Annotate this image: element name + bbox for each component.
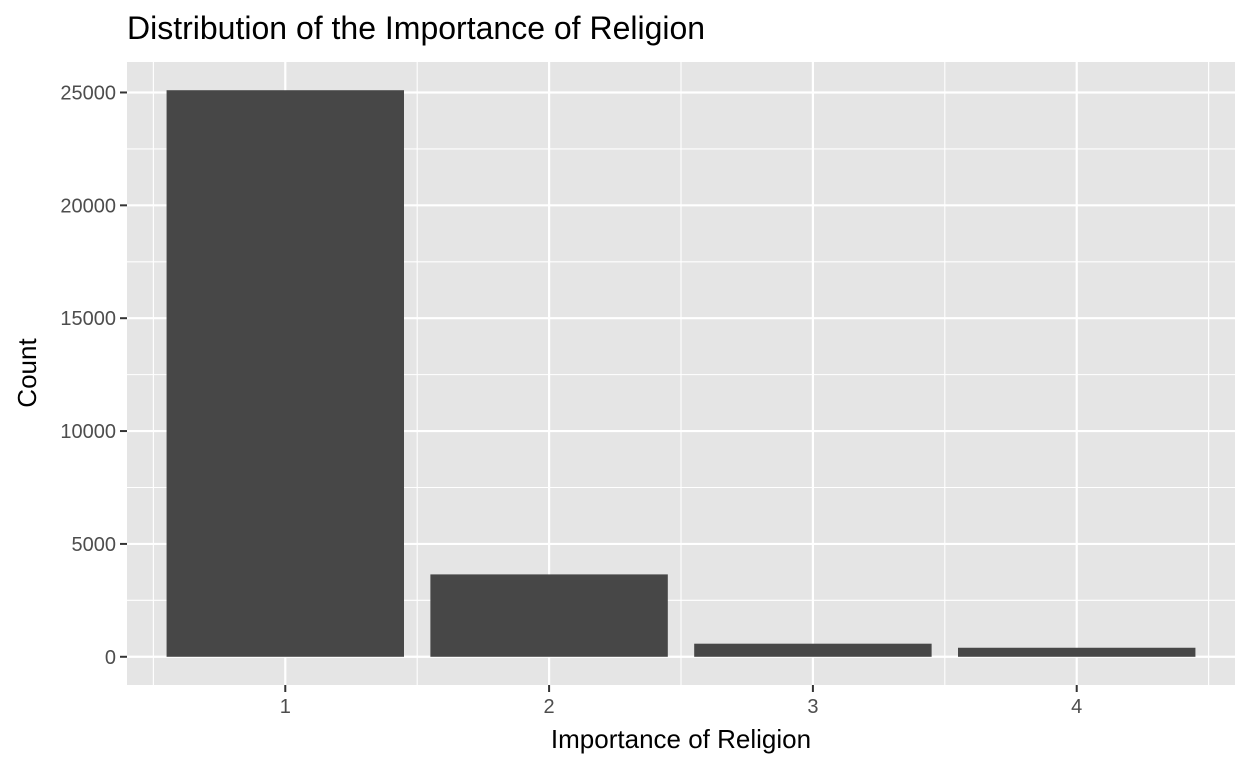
x-axis-ticks: 1 2 3 4 xyxy=(280,685,1082,718)
bar-3 xyxy=(694,643,932,657)
x-tick-label: 2 xyxy=(544,696,555,718)
y-tick-label: 10000 xyxy=(60,421,116,443)
x-tick-label: 4 xyxy=(1071,696,1082,718)
y-tick-label: 20000 xyxy=(60,195,116,217)
bars xyxy=(166,90,1196,657)
y-tick-label: 25000 xyxy=(60,82,116,104)
y-tick-label: 15000 xyxy=(60,308,116,330)
bar-1 xyxy=(166,90,404,657)
x-tick-label: 3 xyxy=(807,696,818,718)
bar-2 xyxy=(430,574,668,657)
y-axis-title: Count xyxy=(12,338,42,408)
x-axis-title: Importance of Religion xyxy=(551,724,811,754)
bar-4 xyxy=(958,647,1196,657)
chart-title: Distribution of the Importance of Religi… xyxy=(127,10,705,46)
y-tick-label: 5000 xyxy=(72,534,117,556)
y-axis-ticks: 0 5000 10000 15000 20000 25000 xyxy=(60,82,127,669)
y-tick-label: 0 xyxy=(105,647,116,669)
x-tick-label: 1 xyxy=(280,696,291,718)
